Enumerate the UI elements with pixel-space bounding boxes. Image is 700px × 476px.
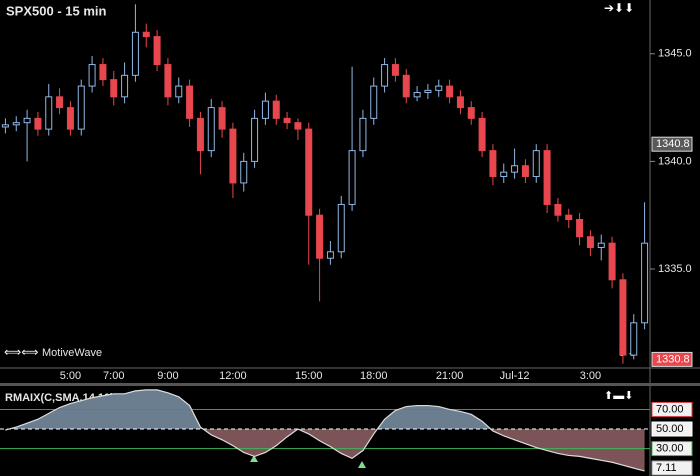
value-tag	[651, 136, 693, 152]
value-tag-label: 30.00	[656, 442, 684, 454]
signal-marker	[358, 461, 366, 468]
candle-body	[316, 214, 324, 259]
candle-body	[554, 203, 562, 216]
candle-body	[218, 107, 226, 130]
candle-body	[424, 89, 432, 94]
value-tag	[651, 401, 693, 417]
x-tick-label: 21:00	[436, 370, 464, 382]
chart-title: SPX500 - 15 min	[6, 3, 106, 18]
candle-body	[565, 214, 573, 221]
candle-body	[240, 160, 248, 184]
candle-body	[402, 74, 410, 98]
candle-body	[261, 100, 269, 119]
candle-body	[619, 279, 627, 356]
candle-body	[153, 36, 161, 66]
x-tick-label: 9:00	[157, 370, 178, 382]
candle-body	[500, 171, 508, 177]
panel-separator	[0, 383, 700, 386]
candle-body	[66, 107, 74, 130]
candle-body	[456, 96, 464, 109]
candle-body	[56, 96, 64, 109]
candle-body	[630, 322, 638, 356]
candle-body	[576, 219, 584, 238]
candle-body	[391, 64, 399, 76]
y-tick-label: 1340.0	[658, 155, 692, 167]
value-tag-label: 1330.8	[656, 353, 690, 365]
candle-body	[608, 242, 616, 281]
candle-body	[326, 251, 334, 259]
candle-body	[45, 96, 53, 130]
value-tag-label: 7.11	[656, 462, 677, 474]
candle-body	[467, 107, 475, 119]
x-tick-label: 12:00	[219, 370, 247, 382]
candle-body	[511, 165, 519, 173]
candle-body	[532, 150, 540, 177]
candle-body	[175, 85, 183, 98]
candle-body	[142, 31, 150, 38]
value-tag-label: 70.00	[656, 403, 684, 415]
value-tag	[651, 421, 693, 437]
candle-body	[207, 107, 215, 152]
panel-controls[interactable]: ⬆▬⬇	[604, 390, 633, 402]
signal-marker	[250, 455, 258, 462]
area-below	[5, 429, 645, 471]
candle-body	[478, 117, 486, 152]
nav-arrows[interactable]: ➔⬇⬇	[604, 1, 634, 15]
area-above	[5, 389, 645, 430]
candle-body	[88, 64, 96, 87]
nav-arrows[interactable]: ⟺⟺	[4, 345, 38, 359]
candle-body	[337, 203, 345, 253]
candle-body	[370, 85, 378, 119]
value-tag	[651, 460, 693, 476]
candle-body	[521, 165, 529, 177]
y-tick-label: 1335.0	[658, 263, 692, 275]
value-tag-label: 50.00	[656, 423, 684, 435]
candle-body	[99, 64, 107, 81]
candle-body	[586, 236, 594, 248]
candle-body	[348, 150, 356, 205]
candle-body	[131, 31, 139, 76]
y-tick-label: 1345.0	[658, 48, 692, 60]
candle-body	[489, 150, 497, 177]
x-tick-label: Jul-12	[500, 370, 530, 382]
candle-body	[435, 85, 443, 91]
value-tag	[651, 351, 693, 367]
candle-body	[413, 92, 421, 98]
candle-body	[164, 64, 172, 98]
candle-body	[121, 74, 129, 98]
x-tick-label: 18:00	[360, 370, 388, 382]
candle-body	[12, 122, 20, 126]
candle-body	[1, 124, 9, 128]
candle-body	[229, 128, 237, 184]
candle-body	[543, 150, 551, 205]
candle-body	[251, 117, 259, 162]
candle-body	[381, 64, 389, 87]
brand: MotiveWave	[42, 347, 102, 359]
candle-body	[186, 85, 194, 119]
candle-body	[294, 122, 302, 130]
candle-body	[641, 242, 649, 324]
candle-body	[272, 100, 280, 119]
candle-body	[23, 117, 31, 124]
value-tag-label: 1340.8	[656, 138, 690, 150]
candle-body	[305, 128, 313, 216]
x-tick-label: 5:00	[60, 370, 81, 382]
candle-body	[34, 117, 42, 130]
candle-body	[446, 85, 454, 98]
candle-body	[283, 117, 291, 124]
candle-body	[597, 242, 605, 248]
x-tick-label: 7:00	[103, 370, 124, 382]
candle-body	[196, 117, 204, 152]
candle-body	[110, 79, 118, 98]
indicator-line	[5, 389, 645, 472]
value-tag	[651, 441, 693, 457]
candle-body	[77, 85, 85, 130]
x-tick-label: 3:00	[580, 370, 601, 382]
candle-body	[359, 117, 367, 152]
x-tick-label: 15:00	[295, 370, 323, 382]
